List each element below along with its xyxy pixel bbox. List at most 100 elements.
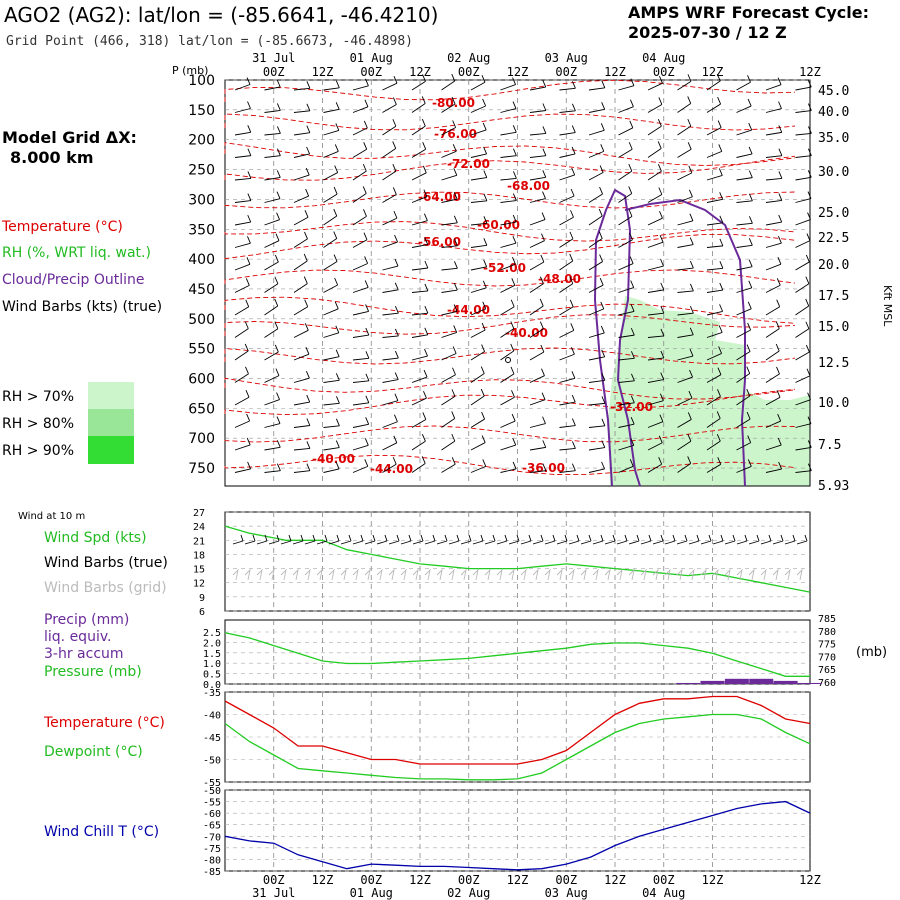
wind-barb-flag [659, 211, 663, 219]
wind-barb-flag [540, 344, 545, 353]
wind10m-barb-true [628, 540, 640, 545]
wind-barb-flag [453, 192, 458, 200]
wind-barb-staff [647, 312, 664, 316]
top-time-tick: 00Z [263, 65, 285, 79]
wind-barb-flag [336, 396, 340, 404]
wind-barb-staff [293, 425, 310, 428]
wind-barb-flag [687, 412, 692, 420]
wind-barb-staff [677, 103, 691, 113]
pressure-tick: 780 [818, 627, 836, 638]
wind-barb-staff [559, 174, 575, 181]
wind-barb-staff [441, 245, 458, 248]
wind10m-barb-true-flag [756, 534, 760, 542]
precip-bar [798, 682, 822, 684]
wind-barb-flag [716, 73, 721, 82]
wind-barb-staff [795, 86, 812, 91]
station-marker [505, 357, 511, 363]
wind-barb-flag [362, 186, 367, 194]
wind-barb-flag [423, 189, 428, 197]
wind-barb-staff [706, 353, 722, 361]
wind-barb-staff [470, 418, 485, 428]
wind-barb-flag [689, 305, 694, 314]
top-time-tick: 12Z [507, 65, 529, 79]
wind-barb-flag [749, 216, 753, 224]
wind-barb-staff [736, 200, 753, 203]
wind-barb-staff [382, 265, 399, 271]
wind10m-barb-true-flag [576, 534, 580, 542]
wind-barb-staff [736, 308, 752, 316]
wind-barb-flag [424, 237, 429, 245]
wind-barb-flag [688, 390, 693, 399]
wind10m-barb-true [568, 540, 580, 545]
wind-barb-flag [453, 215, 458, 223]
wind-barb-flag [746, 344, 751, 352]
wind-barb-flag [274, 321, 279, 329]
wind-barb-staff [411, 172, 427, 181]
wind-barb-flag [422, 74, 426, 82]
wind-barb-staff [323, 215, 338, 226]
wind-barb-flag [453, 168, 458, 176]
wind-barb-flag [747, 98, 752, 107]
temperature-contour-label: -40.00 [312, 452, 355, 466]
wind-barb-flag [245, 390, 250, 398]
precip-bar [749, 678, 774, 684]
wind-barb-staff [736, 129, 752, 136]
wind-barb-flag [274, 276, 279, 284]
wind-barb-staff [234, 284, 250, 293]
bottom-time-tick: 00Z [360, 873, 382, 887]
wind10m-barb-grid [400, 568, 407, 581]
wind-barb-staff [411, 220, 428, 226]
wind-barb-flag [274, 344, 279, 353]
wind-barb-flag [657, 164, 662, 172]
wind-barb-staff [736, 153, 753, 158]
wind-barb-staff [795, 446, 812, 451]
wind-barb-flag [510, 343, 515, 352]
wind-barb-staff [677, 463, 691, 473]
wind-barb-staff [293, 447, 310, 451]
wind-barb-staff [500, 468, 517, 473]
wind-barb-staff [795, 375, 811, 383]
wind-barb-staff [411, 196, 428, 203]
temperature-contour [224, 221, 796, 242]
wind-barb-flag [719, 192, 724, 200]
wind-barb-flag [305, 188, 310, 197]
wind-barb-staff [736, 222, 753, 226]
temperature-contour-label: -44.00 [370, 462, 413, 476]
wind-barb-staff [470, 200, 487, 203]
wind-barb-flag [481, 75, 486, 83]
wind-barb-flag [512, 257, 516, 265]
wind-barb-flag [807, 212, 811, 220]
wind-barb-staff [677, 376, 693, 383]
wind-barb-flag [512, 437, 517, 446]
wind-barb-staff [470, 308, 486, 316]
wind-barb-flag [630, 395, 635, 403]
wind-barb-staff [500, 396, 515, 406]
wind-barb-staff [234, 396, 250, 406]
wind-barb-flag [600, 144, 605, 152]
wind-barb-flag [482, 459, 487, 467]
wind10m-barb-true [616, 540, 628, 545]
top-date-label: 01 Aug [350, 51, 393, 65]
wind-barb-staff [795, 240, 811, 248]
wind10m-barb-grid [496, 568, 503, 581]
height-tick: 12.5 [818, 356, 849, 371]
legend-wind: Wind Barbs (kts) (true) [2, 299, 162, 315]
wind10m-title: Wind at 10 m [18, 511, 85, 522]
wind-barb-staff [441, 418, 455, 428]
wind-barb-flag [394, 372, 399, 380]
wind-barb-staff [765, 284, 781, 293]
wind-barb-flag [247, 214, 252, 223]
wind-barb-flag [422, 142, 427, 150]
bottom-time-tick: 00Z [653, 873, 675, 887]
wind-barb-flag [630, 327, 635, 336]
top-time-tick: 00Z [653, 65, 675, 79]
wind10m-barb-grid [748, 568, 755, 581]
wind-barb-staff [736, 177, 753, 181]
wind10m-barb-true [544, 540, 556, 545]
wind-barb-flag [333, 186, 338, 195]
wind10m-barb-true-flag [672, 534, 676, 542]
temperature-tick: -40 [203, 711, 221, 722]
precip-tick: 2.0 [203, 638, 221, 649]
wind-barb-flag [689, 369, 693, 378]
wind-barb-flag [718, 325, 723, 333]
